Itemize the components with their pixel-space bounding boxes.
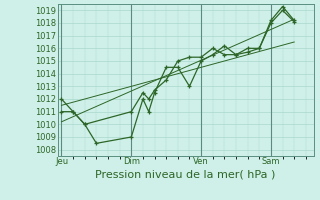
X-axis label: Pression niveau de la mer( hPa ): Pression niveau de la mer( hPa ) — [95, 169, 276, 179]
